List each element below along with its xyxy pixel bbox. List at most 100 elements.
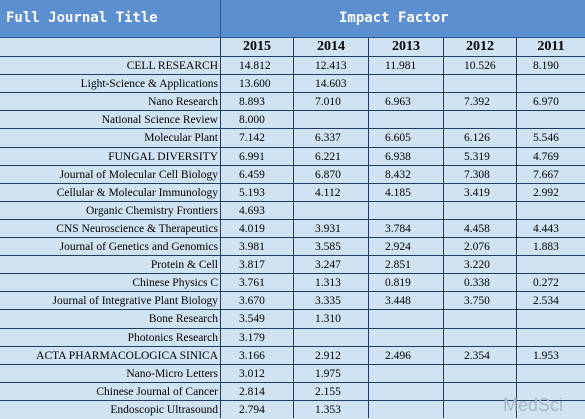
impact-factor-value: 5.546 bbox=[533, 132, 559, 145]
impact-factor-value: 11.981 bbox=[385, 60, 417, 72]
impact-factor-value: 7.010 bbox=[315, 96, 341, 109]
journal-title: Organic Chemistry Frontiers bbox=[85, 204, 218, 217]
impact-factor-value: 2.851 bbox=[385, 259, 411, 272]
watermark: MedSci bbox=[502, 395, 563, 415]
title-column-header: Full Journal Title bbox=[6, 10, 158, 26]
table-row: Protein & Cell 3.817 3.247 2.851 3.220 bbox=[0, 255, 585, 274]
impact-factor-value: 6.963 bbox=[385, 96, 411, 109]
impact-factor-value: 2.534 bbox=[533, 295, 559, 308]
impact-factor-value: 6.970 bbox=[533, 96, 559, 109]
journal-title: Nano-Micro Letters bbox=[126, 367, 218, 380]
impact-factor-value: 6.605 bbox=[385, 132, 411, 145]
impact-factor-value: 7.392 bbox=[464, 96, 490, 109]
table-row: Endoscopic Ultrasound 2.794 1.353 bbox=[0, 399, 585, 419]
impact-factor-value: 3.247 bbox=[315, 259, 341, 272]
impact-factor-value: 3.220 bbox=[464, 259, 490, 272]
impact-factor-value: 7.142 bbox=[239, 132, 265, 145]
journal-title: ACTA PHARMACOLOGICA SINICA bbox=[36, 349, 218, 362]
impact-factor-value: 1.313 bbox=[315, 277, 341, 290]
impact-factor-value: 3.761 bbox=[239, 277, 265, 290]
table-row: Nano-Micro Letters 3.012 1.975 bbox=[0, 363, 585, 383]
impact-factor-value: 5.319 bbox=[464, 150, 490, 163]
impact-factor-value: 6.337 bbox=[315, 132, 341, 145]
journal-title: Journal of Molecular Cell Biology bbox=[59, 168, 218, 181]
impact-factor-value: 10.526 bbox=[464, 60, 496, 72]
column-divider bbox=[220, 38, 221, 418]
table-row: Photonics Research 3.179 bbox=[0, 327, 585, 347]
journal-title: CELL RESEARCH bbox=[126, 60, 218, 72]
impact-factor-value: 2.814 bbox=[239, 385, 265, 398]
impact-factor-value: 3.012 bbox=[239, 367, 265, 380]
table-row: Chinese Journal of Cancer 2.814 2.155 bbox=[0, 381, 585, 401]
impact-factor-value: 12.413 bbox=[315, 60, 347, 72]
table-row: Journal of Molecular Cell Biology 6.459 6.… bbox=[0, 164, 585, 184]
column-divider bbox=[516, 38, 517, 418]
journal-title: FUNGAL DIVERSITY bbox=[108, 150, 218, 163]
impact-factor-value: 2.496 bbox=[385, 349, 411, 362]
impact-factor-value: 8.000 bbox=[239, 114, 265, 127]
impact-factor-value: 3.585 bbox=[315, 241, 341, 253]
table-row: Chinese Physics C 3.761 1.313 0.819 0.338 0.2… bbox=[0, 273, 585, 292]
impact-factor-value: 1.953 bbox=[533, 349, 559, 362]
year-header: 2011 bbox=[537, 39, 565, 54]
impact-factor-value: 3.750 bbox=[464, 295, 490, 308]
year-header: 2014 bbox=[317, 39, 345, 54]
table-row: ACTA PHARMACOLOGICA SINICA 3.166 2.912 2.49… bbox=[0, 345, 585, 365]
impact-factor-value: 4.019 bbox=[239, 222, 265, 235]
journal-title: Protein & Cell bbox=[150, 259, 218, 272]
impact-factor-value: 2.992 bbox=[533, 186, 559, 199]
impact-factor-value: 7.308 bbox=[464, 168, 490, 181]
impact-factor-value: 4.112 bbox=[315, 186, 341, 199]
impact-factor-value: 2.076 bbox=[464, 241, 490, 253]
impact-factor-value: 8.893 bbox=[239, 96, 265, 109]
table-row: Journal of Genetics and Genomics 3.981 3.5… bbox=[0, 237, 585, 256]
table-row: CNS Neuroscience & Therapeutics 4.019 3.93… bbox=[0, 218, 585, 238]
header-divider bbox=[220, 0, 221, 37]
impact-factor-value: 3.670 bbox=[239, 295, 265, 308]
impact-factor-value: 1.353 bbox=[315, 403, 341, 416]
impact-factor-value: 6.221 bbox=[315, 150, 341, 163]
journal-title: Journal of Integrative Plant Biology bbox=[52, 295, 218, 308]
impact-factor-value: 3.448 bbox=[385, 295, 411, 308]
column-divider bbox=[368, 38, 369, 418]
table-row: Nano Research 8.893 7.010 6.963 7.392 6.970 bbox=[0, 92, 585, 111]
impact-factor-value: 4.769 bbox=[533, 150, 559, 163]
impact-factor-value: 3.931 bbox=[315, 222, 341, 235]
impact-factor-value: 3.817 bbox=[239, 259, 265, 272]
impact-factor-value: 0.819 bbox=[385, 277, 411, 290]
journal-title: Light-Science & Applications bbox=[80, 78, 218, 91]
year-header: 2013 bbox=[392, 39, 420, 54]
impact-factor-value: 4.185 bbox=[385, 186, 411, 199]
impact-factor-value: 2.794 bbox=[239, 403, 265, 416]
journal-title: Cellular & Molecular Immunology bbox=[56, 186, 218, 199]
impact-factor-value: 6.991 bbox=[239, 150, 265, 163]
table-row: Light-Science & Applications 13.600 14.603 bbox=[0, 74, 585, 93]
journal-title: Endoscopic Ultrasound bbox=[110, 403, 218, 416]
year-header: 2012 bbox=[466, 39, 494, 54]
impact-factor-value: 3.179 bbox=[239, 331, 265, 344]
impact-factor-value: 7.667 bbox=[533, 168, 559, 181]
impact-factor-value: 4.443 bbox=[533, 222, 559, 235]
table-row: Organic Chemistry Frontiers 4.693 bbox=[0, 200, 585, 220]
table-row: Bone Research 3.549 1.310 bbox=[0, 309, 585, 328]
impact-factor-value: 2.354 bbox=[464, 349, 490, 362]
column-divider bbox=[443, 38, 444, 418]
journal-title: National Science Review bbox=[101, 114, 218, 127]
table-header-bar: Full Journal Title Impact Factor bbox=[0, 0, 585, 38]
table-row: Journal of Integrative Plant Biology 3.67… bbox=[0, 291, 585, 310]
column-divider bbox=[293, 38, 294, 418]
impact-factor-value: 6.459 bbox=[239, 168, 265, 181]
impact-factor-value: 1.310 bbox=[315, 313, 341, 326]
journal-title: Journal of Genetics and Genomics bbox=[59, 241, 218, 253]
impact-factor-value: 5.193 bbox=[239, 186, 265, 199]
impact-factor-value: 3.981 bbox=[239, 241, 265, 253]
table-row: CELL RESEARCH 14.812 12.413 11.981 10.526 8.1… bbox=[0, 56, 585, 75]
impact-factor-value: 8.190 bbox=[533, 60, 559, 72]
impact-factor-value: 6.938 bbox=[385, 150, 411, 163]
impact-factor-value: 6.126 bbox=[464, 132, 490, 145]
impact-factor-value: 2.924 bbox=[385, 241, 411, 253]
journal-title: Chinese Journal of Cancer bbox=[96, 385, 218, 398]
journal-title: CNS Neuroscience & Therapeutics bbox=[56, 222, 218, 235]
impact-factor-value: 2.912 bbox=[315, 349, 341, 362]
